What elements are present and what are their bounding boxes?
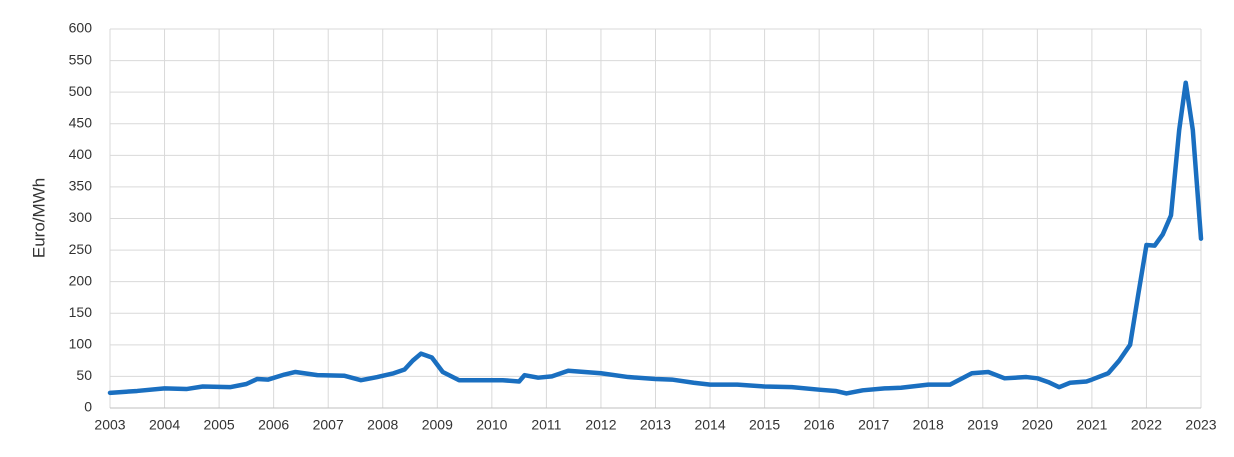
x-tick-label: 2010 [476, 417, 507, 433]
x-tick-label: 2014 [694, 417, 725, 433]
x-tick-label: 2019 [967, 417, 998, 433]
y-tick-label: 400 [69, 146, 93, 162]
x-tick-label: 2016 [804, 417, 835, 433]
x-tick-label: 2022 [1131, 417, 1162, 433]
y-tick-label: 300 [69, 209, 93, 225]
x-tick-label: 2005 [204, 417, 235, 433]
x-tick-label: 2013 [640, 417, 671, 433]
y-tick-label: 150 [69, 304, 93, 320]
x-tick-label: 2021 [1076, 417, 1107, 433]
x-tick-label: 2011 [531, 417, 561, 433]
x-tick-label: 2020 [1022, 417, 1053, 433]
x-tick-label: 2023 [1185, 417, 1216, 433]
y-tick-label: 200 [69, 272, 93, 288]
data-line [107, 80, 1204, 396]
x-tick-label: 2018 [913, 417, 944, 433]
x-tick-label: 2003 [94, 417, 125, 433]
x-tick-label: 2015 [749, 417, 780, 433]
x-tick-label: 2007 [313, 417, 344, 433]
x-tick-label: 2009 [422, 417, 453, 433]
y-tick-label: 350 [69, 178, 93, 194]
y-axis-label: Euro/MWh [29, 178, 48, 258]
y-tick-label: 250 [69, 241, 93, 257]
x-tick-label: 2004 [149, 417, 180, 433]
x-tick-label: 2008 [367, 417, 398, 433]
y-tick-label: 550 [69, 51, 93, 67]
x-tick-label: 2017 [858, 417, 889, 433]
y-tick-label: 100 [69, 336, 93, 352]
y-tick-label: 500 [69, 83, 93, 99]
y-tick-label: 50 [76, 367, 92, 383]
x-tick-label: 2012 [585, 417, 616, 433]
x-tick-label: 2006 [258, 417, 289, 433]
y-tick-label: 600 [69, 20, 93, 36]
y-tick-label: 0 [84, 399, 92, 415]
y-tick-label: 450 [69, 114, 93, 130]
